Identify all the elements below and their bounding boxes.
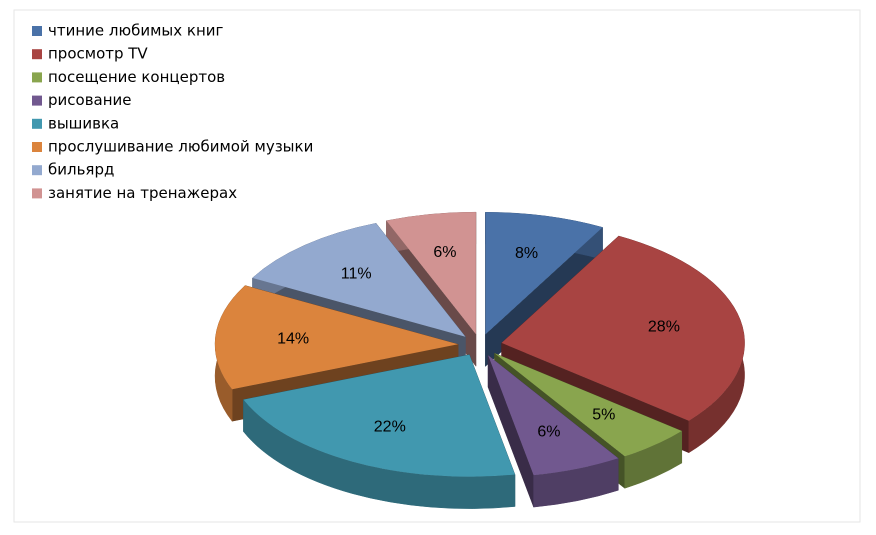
- pie-slice: [494, 353, 682, 457]
- legend-text: вышивка: [48, 114, 119, 132]
- value-label: 11%: [341, 266, 372, 283]
- legend-swatch: [32, 95, 42, 106]
- legend-swatch: [32, 165, 42, 176]
- value-label: 5%: [592, 407, 615, 424]
- value-label: 28%: [648, 319, 680, 336]
- legend-text: прослушивание любимой музыки: [48, 138, 313, 156]
- pie-slice: [252, 223, 466, 337]
- pie-slice: [488, 355, 619, 476]
- legend-text: просмотр TV: [48, 45, 148, 63]
- legend-text: бильярд: [48, 161, 114, 179]
- pie-slice: [501, 236, 745, 421]
- value-label: 22%: [374, 419, 406, 436]
- legend-text: занятие на тренажерах: [48, 184, 237, 202]
- pie-slice: [243, 354, 515, 477]
- legend-text: рисование: [48, 91, 132, 109]
- legend-swatch: [32, 142, 42, 152]
- pie-slice: [386, 212, 476, 335]
- pie-slice: [485, 212, 603, 335]
- legend-text: посещение концертов: [48, 68, 225, 86]
- value-label: 8%: [515, 245, 538, 262]
- value-label: 6%: [433, 244, 456, 261]
- legend-swatch: [32, 118, 42, 129]
- legend-swatch: [32, 188, 42, 199]
- legend-swatch: [32, 72, 42, 83]
- value-label: 6%: [537, 424, 560, 441]
- legend-swatch: [32, 26, 42, 36]
- legend-text: чтиние любимых книг: [48, 22, 224, 40]
- pie-slice: [215, 285, 459, 390]
- plot-frame: [13, 9, 861, 523]
- value-label: 14%: [277, 330, 309, 347]
- legend-swatch: [32, 49, 42, 60]
- slice-side: [624, 430, 683, 489]
